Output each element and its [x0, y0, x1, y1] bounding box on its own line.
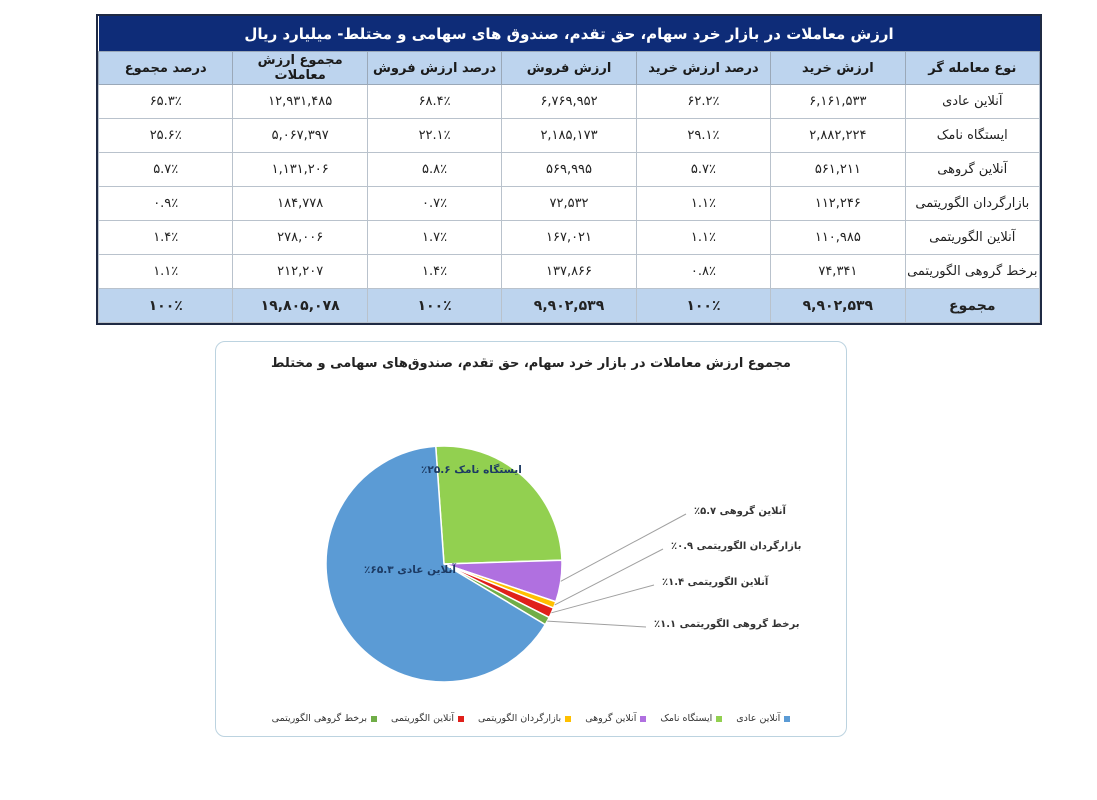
data-label: آنلاین گروهی ۵.۷٪	[694, 506, 786, 517]
leader-line	[560, 513, 687, 582]
table-cell: مجموع	[904, 288, 1041, 323]
table-cell: ۱۳۷,۸۶۶	[501, 254, 637, 289]
table-cell: ۱۹,۸۰۵,۰۷۸	[232, 288, 368, 323]
legend-item: بازارگردان الگوریتمی	[478, 713, 572, 724]
table-cell: ۰.۹٪	[97, 186, 234, 221]
table-cell: ۲۵.۶٪	[97, 118, 234, 153]
table-row: برخط گروهی الگوریتمی ۷۴,۳۴۱ ۰.۸٪ ۱۳۷,۸۶۶ ۱.۴…	[97, 254, 1041, 289]
legend-item: آنلاین گروهی	[585, 713, 647, 724]
leader-line	[551, 584, 655, 614]
data-label: آنلاین الگوریتمی ۱.۴٪	[662, 577, 769, 588]
leader-line	[554, 548, 664, 606]
table-row: آنلاین گروهی ۵۶۱,۲۱۱ ۵.۷٪ ۵۶۹,۹۹۵ ۵.۸٪ ۱,۱۳۱,…	[97, 152, 1041, 187]
table-cell: ۷۲,۵۳۲	[501, 186, 637, 221]
table-cell: آنلاین گروهی	[904, 152, 1041, 187]
pie-slice	[325, 445, 547, 683]
table-cell: بازارگردان الگوریتمی	[904, 186, 1041, 221]
legend-swatch-icon	[716, 715, 723, 722]
column-header: مجموع ارزش معاملات	[232, 51, 368, 85]
table-cell: آنلاین عادی	[904, 84, 1041, 119]
table-cell: ۵.۸٪	[366, 152, 503, 187]
data-label: ایستگاه نامک ۲۵.۶٪	[421, 464, 522, 476]
table-cell: ۱.۱٪	[97, 254, 234, 289]
legend-swatch-icon	[640, 715, 647, 722]
table-cell: ۱۰۰٪	[97, 288, 234, 323]
data-label: برخط گروهی الگوریتمی ۱.۱٪	[654, 619, 800, 630]
table-cell: ۱.۴٪	[97, 220, 234, 255]
table-cell: آنلاین الگوریتمی	[904, 220, 1041, 255]
table-cell: ۶,۱۶۱,۵۳۳	[770, 84, 906, 119]
table-cell: ۶,۷۶۹,۹۵۲	[501, 84, 637, 119]
table-cell: ۵,۰۶۷,۳۹۷	[232, 118, 368, 153]
chart-legend: آنلاین عادی ایستگاه نامک آنلاین گروهی بازار…	[216, 713, 846, 724]
legend-item: آنلاین عادی	[736, 713, 791, 724]
leader-line	[547, 620, 647, 628]
table-cell: ۲۹.۱٪	[635, 118, 772, 153]
table-title: ارزش معاملات در بازار خرد سهام، حق تقدم،…	[98, 16, 1040, 52]
pie-chart	[325, 445, 687, 683]
table-cell: ایستگاه نامک	[904, 118, 1041, 153]
table-cell: ۱۱۰,۹۸۵	[770, 220, 906, 255]
column-header: درصد مجموع	[97, 51, 234, 85]
table-cell: ۹,۹۰۲,۵۳۹	[770, 288, 906, 323]
legend-swatch-icon	[370, 715, 377, 722]
legend-swatch-icon	[458, 715, 465, 722]
table-cell: ۶۲.۲٪	[635, 84, 772, 119]
trading-value-table: ارزش معاملات در بازار خرد سهام، حق تقدم،…	[96, 14, 1042, 325]
table-cell: ۹,۹۰۲,۵۳۹	[501, 288, 637, 323]
table-cell: ۱.۱٪	[635, 220, 772, 255]
column-header: درصد ارزش فروش	[366, 51, 503, 85]
table-cell: ۰.۷٪	[366, 186, 503, 221]
legend-swatch-icon	[784, 715, 791, 722]
table-cell: ۶۵.۳٪	[97, 84, 234, 119]
table-cell: ۲۲.۱٪	[366, 118, 503, 153]
table-cell: ۵.۷٪	[97, 152, 234, 187]
table-cell: ۱۱۲,۲۴۶	[770, 186, 906, 221]
table-row: بازارگردان الگوریتمی ۱۱۲,۲۴۶ ۱.۱٪ ۷۲,۵۳۲ ۰.۷…	[97, 186, 1041, 221]
legend-item: برخط گروهی الگوریتمی	[272, 713, 377, 724]
table-cell: ۵۶۱,۲۱۱	[770, 152, 906, 187]
legend-item: آنلاین الگوریتمی	[391, 713, 465, 724]
table-cell: ۱۶۷,۰۲۱	[501, 220, 637, 255]
table-cell: ۱۲,۹۳۱,۴۸۵	[232, 84, 368, 119]
table-cell: ۲,۱۸۵,۱۷۳	[501, 118, 637, 153]
legend-swatch-icon	[565, 715, 572, 722]
table-cell: ۵.۷٪	[635, 152, 772, 187]
column-header: نوع معامله گر	[904, 51, 1041, 85]
table-cell: ۲۷۸,۰۰۶	[232, 220, 368, 255]
table-cell: ۱.۴٪	[366, 254, 503, 289]
chart-title: مجموع ارزش معاملات در بازار خرد سهام، حق…	[271, 356, 791, 371]
table-row: آنلاین عادی ۶,۱۶۱,۵۳۳ ۶۲.۲٪ ۶,۷۶۹,۹۵۲ ۶۸.۴٪ ۱…	[97, 84, 1041, 119]
table-cell: ۶۸.۴٪	[366, 84, 503, 119]
pie-chart-panel: مجموع ارزش معاملات در بازار خرد سهام، حق…	[215, 341, 847, 737]
table-row: آنلاین الگوریتمی ۱۱۰,۹۸۵ ۱.۱٪ ۱۶۷,۰۲۱ ۱.۷٪ ۲۷…	[97, 220, 1041, 255]
column-header: درصد ارزش خرید	[635, 51, 772, 85]
table-cell: ۰.۸٪	[635, 254, 772, 289]
table-cell: ۱۸۴,۷۷۸	[232, 186, 368, 221]
column-header: ارزش فروش	[501, 51, 637, 85]
table-row: ایستگاه نامک ۲,۸۸۲,۲۲۴ ۲۹.۱٪ ۲,۱۸۵,۱۷۳ ۲۲.۱٪…	[97, 118, 1041, 153]
data-label: بازارگردان الگوریتمی ۰.۹٪	[671, 541, 802, 552]
table-cell: ۵۶۹,۹۹۵	[501, 152, 637, 187]
legend-item: ایستگاه نامک	[660, 713, 723, 724]
column-header: ارزش خرید	[770, 51, 906, 85]
pie-slice	[434, 445, 563, 565]
table-cell: ۲,۸۸۲,۲۲۴	[770, 118, 906, 153]
table-cell: ۲۱۲,۲۰۷	[232, 254, 368, 289]
table-cell: ۱.۱٪	[635, 186, 772, 221]
table-cell: ۱۰۰٪	[635, 288, 772, 323]
table-cell: ۷۴,۳۴۱	[770, 254, 906, 289]
total-row: مجموع ۹,۹۰۲,۵۳۹ ۱۰۰٪ ۹,۹۰۲,۵۳۹ ۱۰۰٪ ۱۹,۸۰۵,۰۷…	[97, 288, 1041, 323]
table-cell: ۱۰۰٪	[366, 288, 503, 323]
table-cell: ۱,۱۳۱,۲۰۶	[232, 152, 368, 187]
table-cell: ۱.۷٪	[366, 220, 503, 255]
table-cell: برخط گروهی الگوریتمی	[904, 254, 1041, 289]
data-label: آنلاین عادی ۶۵.۳٪	[364, 564, 456, 576]
